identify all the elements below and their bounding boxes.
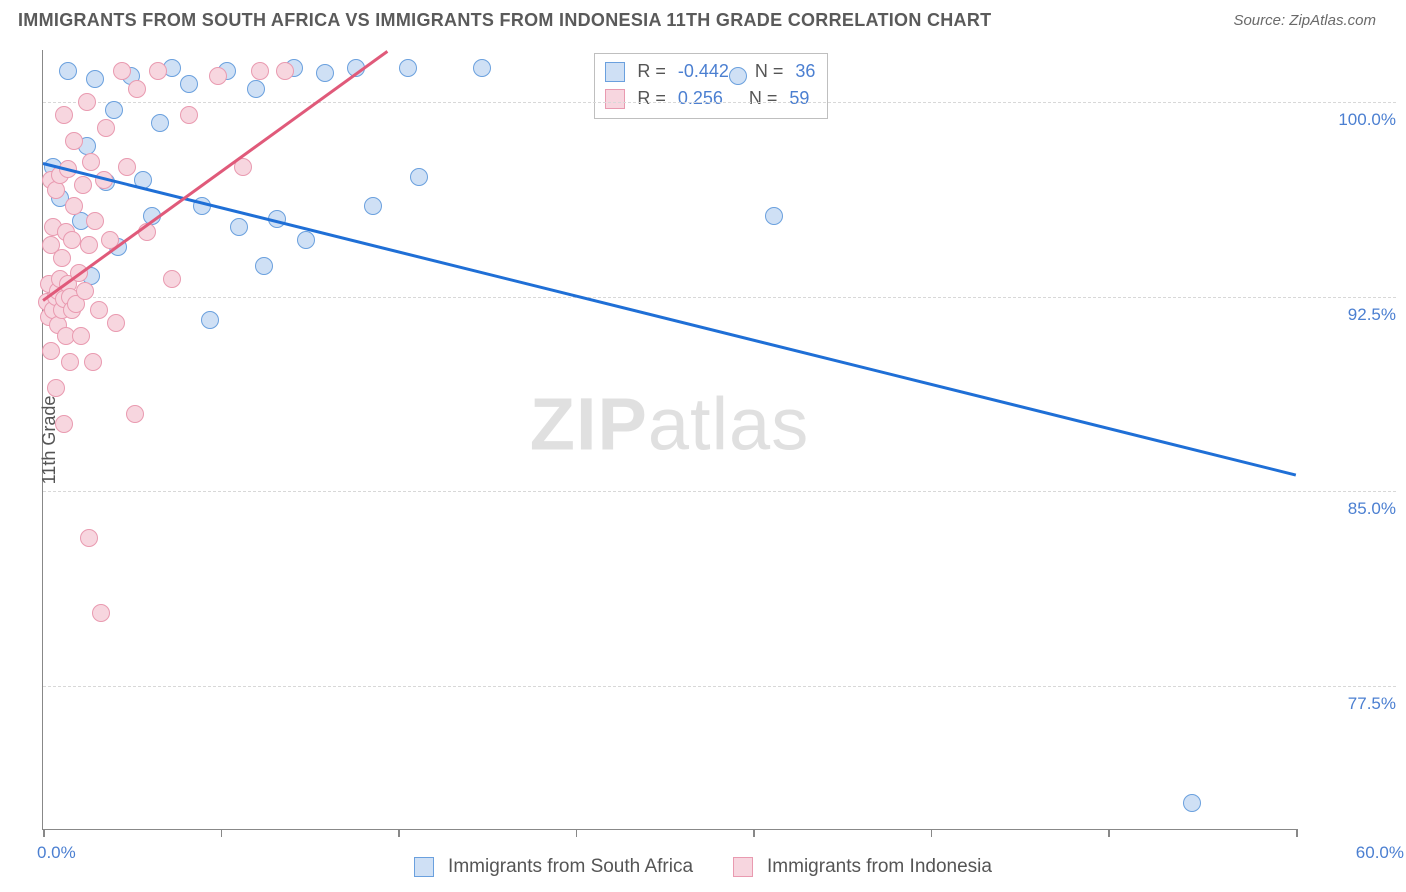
x-tick-mark	[576, 829, 578, 837]
scatter-point	[80, 529, 98, 547]
x-tick-mark	[1108, 829, 1110, 837]
scatter-point	[128, 80, 146, 98]
scatter-point	[230, 218, 248, 236]
watermark-atlas: atlas	[648, 382, 809, 465]
scatter-point	[55, 415, 73, 433]
scatter-point	[53, 249, 71, 267]
scatter-point	[729, 67, 747, 85]
n-value: 59	[789, 85, 809, 112]
scatter-point	[47, 379, 65, 397]
scatter-point	[105, 101, 123, 119]
chart-title: IMMIGRANTS FROM SOUTH AFRICA VS IMMIGRAN…	[18, 10, 991, 31]
n-label: N =	[749, 85, 778, 112]
scatter-point	[276, 62, 294, 80]
scatter-point	[765, 207, 783, 225]
scatter-point	[42, 342, 60, 360]
scatter-point	[92, 604, 110, 622]
legend-row: R = -0.442 N = 36	[605, 58, 815, 85]
gridline	[43, 686, 1396, 687]
scatter-point	[65, 132, 83, 150]
correlation-legend: R =-0.442N =36R =0.256N =59	[594, 53, 828, 119]
scatter-point	[107, 314, 125, 332]
scatter-point	[149, 62, 167, 80]
r-label: R =	[637, 58, 666, 85]
r-value: 0.256	[678, 85, 723, 112]
scatter-point	[86, 212, 104, 230]
scatter-point	[297, 231, 315, 249]
scatter-point	[151, 114, 169, 132]
scatter-point	[97, 119, 115, 137]
y-tick-label: 85.0%	[1306, 499, 1396, 519]
x-tick-mark	[753, 829, 755, 837]
watermark: ZIPatlas	[530, 381, 809, 466]
scatter-point	[118, 158, 136, 176]
scatter-point	[76, 282, 94, 300]
scatter-point	[61, 353, 79, 371]
x-tick-mark	[398, 829, 400, 837]
scatter-point	[55, 106, 73, 124]
x-tick-mark	[1296, 829, 1298, 837]
chart-source: Source: ZipAtlas.com	[1233, 12, 1376, 29]
legend-swatch	[605, 89, 625, 109]
scatter-point	[247, 80, 265, 98]
scatter-point	[82, 153, 100, 171]
scatter-point	[201, 311, 219, 329]
scatter-point	[410, 168, 428, 186]
x-tick-mark	[221, 829, 223, 837]
n-label: N =	[755, 58, 784, 85]
scatter-point	[90, 301, 108, 319]
r-value: -0.442	[678, 58, 729, 85]
legend-label: Immigrants from South Africa	[448, 856, 693, 878]
legend-item: Immigrants from South Africa	[414, 856, 693, 878]
scatter-point	[59, 62, 77, 80]
scatter-point	[113, 62, 131, 80]
gridline	[43, 491, 1396, 492]
x-tick-mark	[931, 829, 933, 837]
chart-plot-area: 11th Grade ZIPatlas 0.0% 60.0% R =-0.442…	[42, 50, 1296, 830]
scatter-point	[86, 70, 104, 88]
watermark-zip: ZIP	[530, 382, 648, 465]
n-value: 36	[795, 58, 815, 85]
chart-header: IMMIGRANTS FROM SOUTH AFRICA VS IMMIGRAN…	[0, 0, 1406, 39]
legend-swatch	[733, 857, 753, 877]
gridline	[43, 297, 1396, 298]
scatter-point	[255, 257, 273, 275]
scatter-point	[80, 236, 98, 254]
y-axis-title: 11th Grade	[39, 395, 60, 484]
r-label: R =	[637, 85, 666, 112]
scatter-point	[47, 181, 65, 199]
scatter-point	[316, 64, 334, 82]
legend-label: Immigrants from Indonesia	[767, 856, 992, 878]
y-tick-label: 100.0%	[1306, 110, 1396, 130]
scatter-point	[180, 75, 198, 93]
scatter-point	[209, 67, 227, 85]
legend-row: R = 0.256 N = 59	[605, 85, 815, 112]
y-tick-label: 92.5%	[1306, 305, 1396, 325]
gridline	[43, 102, 1396, 103]
scatter-point	[399, 59, 417, 77]
scatter-point	[180, 106, 198, 124]
scatter-point	[72, 327, 90, 345]
x-tick-mark	[43, 829, 45, 837]
scatter-point	[163, 270, 181, 288]
scatter-point	[251, 62, 269, 80]
scatter-point	[1183, 794, 1201, 812]
legend-item: Immigrants from Indonesia	[733, 856, 992, 878]
y-tick-label: 77.5%	[1306, 694, 1396, 714]
scatter-point	[63, 231, 81, 249]
scatter-point	[78, 93, 96, 111]
series-legend: Immigrants from South Africa Immigrants f…	[0, 856, 1406, 878]
legend-swatch	[414, 857, 434, 877]
scatter-point	[126, 405, 144, 423]
trend-line	[43, 162, 1297, 476]
scatter-point	[473, 59, 491, 77]
scatter-point	[65, 197, 83, 215]
scatter-point	[364, 197, 382, 215]
scatter-point	[84, 353, 102, 371]
legend-swatch	[605, 62, 625, 82]
scatter-point	[74, 176, 92, 194]
